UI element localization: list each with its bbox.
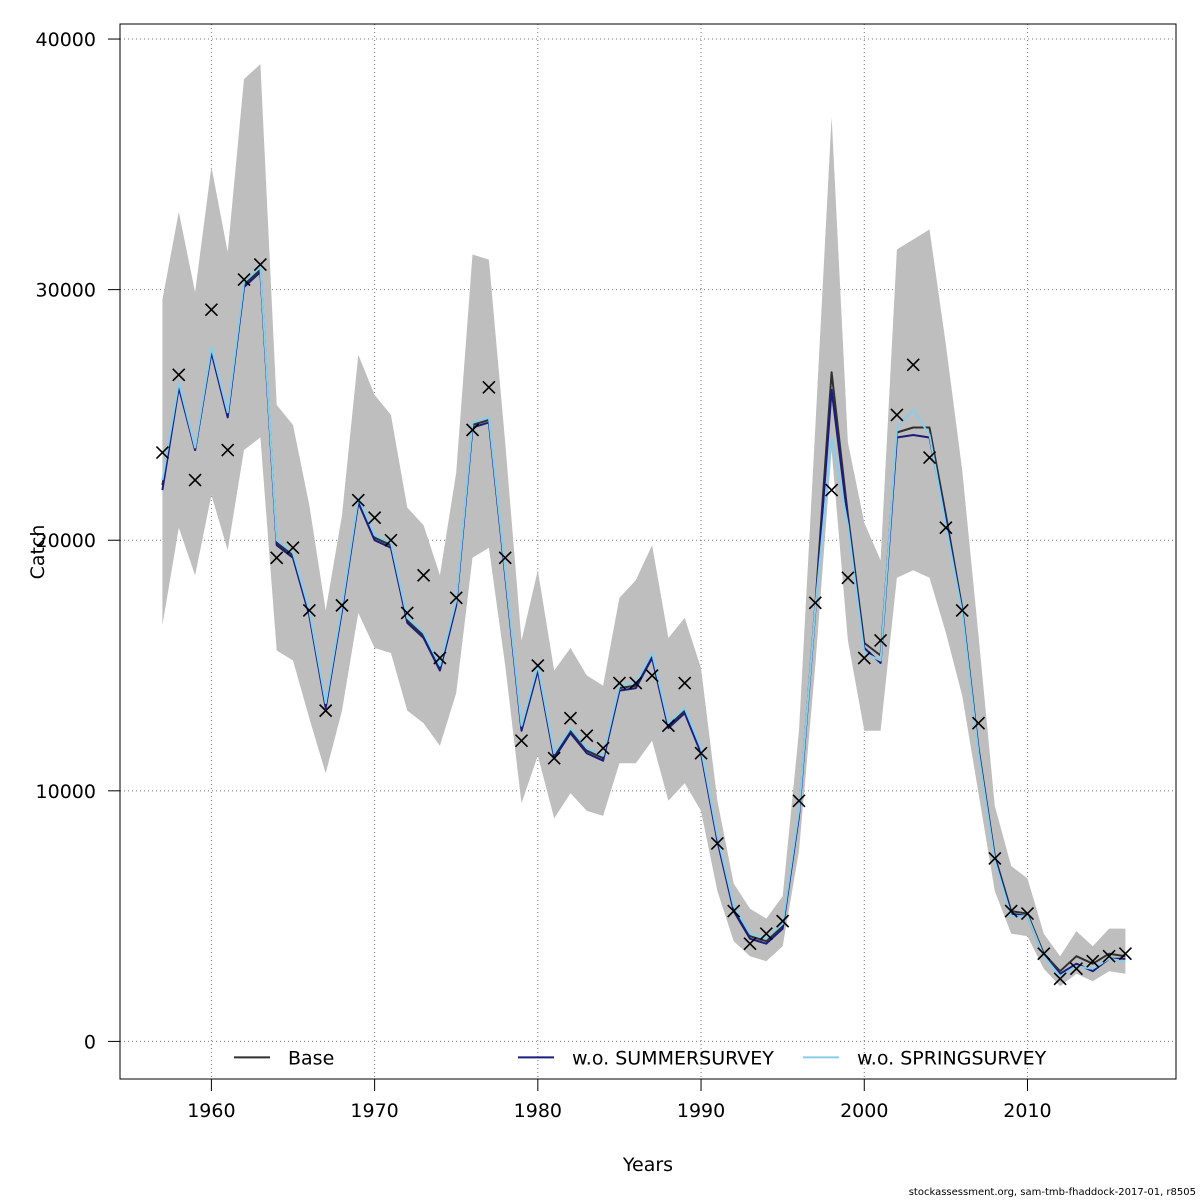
observed-point: [155, 445, 170, 460]
observed-point: [825, 483, 839, 497]
observed-point: [465, 423, 480, 437]
observed-point: [906, 358, 920, 372]
observed-point: [335, 598, 349, 612]
x-tick-label: 1980: [514, 1100, 562, 1122]
footer-credit: stockassessment.org, sam-tmb-fhaddock-20…: [908, 1187, 1196, 1198]
observed-point: [221, 443, 235, 457]
legend-item-spring: w.o. SPRINGSURVEY: [803, 1047, 1047, 1069]
observed-point: [694, 746, 708, 760]
observed-point: [351, 493, 365, 507]
observed-point: [302, 603, 316, 617]
x-tick-label: 1990: [677, 1100, 725, 1122]
legend-label: Base: [288, 1047, 334, 1069]
observed-point: [449, 591, 463, 605]
observed-point: [890, 408, 904, 422]
observed-point: [547, 751, 561, 765]
observed-point: [563, 711, 578, 725]
series-line-spring: [161, 266, 1126, 978]
observed-point: [759, 927, 773, 941]
observed-point: [1020, 907, 1035, 921]
observed-point: [204, 303, 218, 317]
x-axis: 1960 1970 1980 1990 2000 2010: [187, 1078, 1052, 1122]
x-tick-label: 1960: [187, 1100, 235, 1122]
observed-point: [955, 603, 969, 617]
observed-points: [155, 258, 1132, 986]
observed-point: [286, 541, 300, 555]
observed-point: [645, 668, 659, 683]
observed-point: [400, 606, 414, 620]
observed-point: [710, 836, 724, 851]
y-axis-title: Catch: [27, 525, 49, 580]
observed-point: [743, 937, 757, 951]
x-tick-label: 1970: [350, 1100, 398, 1122]
y-axis: 0 10000 20000 30000 40000: [36, 29, 121, 1053]
legend-label: w.o. SUMMERSURVEY: [572, 1047, 774, 1069]
observed-point: [988, 851, 1002, 866]
observed-point: [531, 658, 545, 673]
series-lines: [161, 266, 1126, 978]
observed-point: [922, 450, 937, 465]
legend-label: w.o. SPRINGSURVEY: [857, 1047, 1047, 1069]
y-tick-label: 40000: [36, 29, 96, 51]
observed-point: [1118, 947, 1132, 961]
observed-point: [1086, 954, 1100, 968]
observed-point: [188, 473, 202, 487]
observed-point: [808, 596, 822, 610]
observed-point: [270, 551, 284, 565]
observed-point: [433, 651, 447, 665]
observed-point: [237, 273, 251, 287]
observed-point: [319, 704, 333, 718]
observed-point: [417, 568, 431, 582]
legend-item-summer: w.o. SUMMERSURVEY: [518, 1047, 774, 1069]
observed-point: [939, 521, 953, 535]
legend: Base w.o. SUMMERSURVEY w.o. SPRINGSURVEY: [234, 1047, 1047, 1069]
confidence-band: [162, 64, 1126, 987]
observed-point: [172, 368, 186, 382]
observed-point: [678, 676, 692, 690]
observed-point: [384, 533, 398, 547]
legend-item-base: Base: [234, 1047, 334, 1069]
x-tick-label: 2010: [1003, 1100, 1051, 1122]
observed-point: [596, 741, 610, 755]
observed-point: [841, 571, 855, 585]
observed-point: [514, 734, 529, 748]
observed-point: [498, 551, 512, 565]
y-tick-label: 0: [84, 1031, 96, 1053]
observed-point: [482, 380, 496, 394]
observed-point: [874, 633, 888, 648]
observed-point: [1053, 972, 1067, 986]
observed-point: [629, 676, 643, 690]
x-axis-title: Years: [622, 1154, 673, 1176]
observed-point: [368, 511, 382, 525]
observed-point: [776, 914, 790, 928]
observed-point: [727, 904, 741, 918]
observed-point: [661, 719, 675, 733]
observed-point: [1037, 947, 1051, 961]
x-tick-label: 2000: [840, 1100, 888, 1122]
observed-point: [1004, 904, 1018, 918]
observed-point: [612, 676, 627, 690]
y-tick-label: 20000: [36, 530, 96, 552]
observed-point: [1069, 962, 1084, 976]
observed-point: [857, 651, 871, 665]
observed-point: [792, 794, 806, 808]
observed-point: [580, 729, 594, 743]
y-tick-label: 10000: [36, 781, 96, 803]
observed-point: [253, 258, 267, 272]
observed-point: [1102, 949, 1116, 963]
observed-point: [971, 716, 986, 730]
y-tick-label: 30000: [36, 280, 96, 302]
